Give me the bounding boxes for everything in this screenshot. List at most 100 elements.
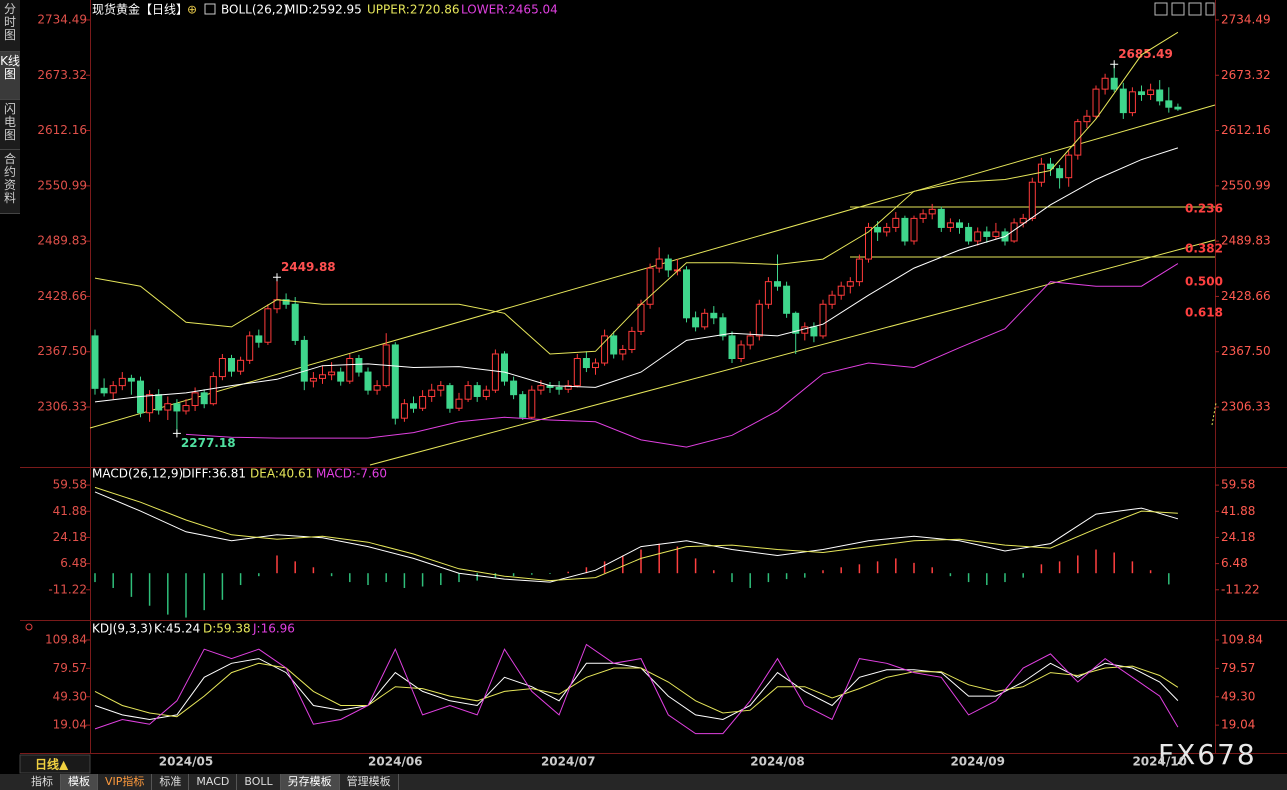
candle-body [428, 389, 436, 397]
y-tick-label: 79.57 [1221, 661, 1255, 675]
bottom-tab[interactable]: 管理模板 [340, 774, 399, 790]
y-tick-label: 2428.66 [1221, 289, 1271, 303]
tool-button[interactable] [1154, 2, 1168, 16]
candle-body [555, 386, 563, 390]
candle-body [664, 258, 672, 271]
candle-body [564, 385, 572, 390]
candle-body [1101, 77, 1109, 90]
candle-body [792, 312, 800, 334]
candle-body [237, 359, 245, 372]
bottom-tab[interactable]: MACD [189, 774, 238, 790]
side-tab[interactable]: 分时图 [0, 0, 20, 52]
candle-body [264, 308, 272, 343]
chart-title: 现货黄金【日线】 [92, 2, 188, 17]
candle-body [419, 395, 427, 409]
side-tab[interactable]: 闪电图 [0, 100, 20, 150]
settings-icon[interactable]: ⊕ [187, 3, 197, 17]
candle-body [337, 371, 345, 382]
y-tick-label: 41.88 [53, 504, 87, 518]
candle-body [218, 358, 226, 378]
candle-body [910, 217, 918, 242]
legend-label: LOWER:2465.04 [461, 3, 558, 17]
candle-body [482, 389, 490, 397]
candle-body [1165, 100, 1173, 108]
y-tick-label: 2306.33 [37, 400, 87, 414]
legend-label: J:16.96 [252, 622, 295, 636]
candle-body [1110, 77, 1118, 90]
frame [20, 0, 1287, 754]
candle-body [710, 312, 718, 319]
candle-body [437, 385, 445, 391]
candle-body [164, 403, 172, 411]
y-tick-label: 2550.99 [1221, 178, 1271, 192]
fib-label: 0.618 [1185, 306, 1223, 320]
panel-icon[interactable] [25, 623, 33, 631]
candle-body [1083, 115, 1091, 123]
bottom-tab[interactable]: 标准 [152, 774, 190, 790]
candle-body [246, 335, 254, 361]
y-tick-label: 19.04 [1221, 718, 1255, 732]
crosshair-mark [1110, 60, 1119, 69]
candle-body [346, 358, 354, 382]
y-tick-label: 59.58 [53, 478, 87, 492]
candle-body [191, 392, 199, 407]
tool-button[interactable] [1188, 2, 1202, 16]
period-box[interactable] [19, 754, 91, 774]
candle-body [601, 335, 609, 364]
candle-body [573, 358, 581, 387]
candle-body [155, 394, 163, 411]
trendline [89, 104, 1216, 429]
candle-body [1128, 91, 1136, 114]
trendlines [89, 104, 1217, 466]
y-tick-label: -11.22 [1221, 582, 1260, 596]
indicator-label: BOLL(26,2) [221, 3, 288, 17]
y-tick-label: 41.88 [1221, 504, 1255, 518]
candle-body [683, 269, 690, 319]
candle-body [810, 326, 818, 337]
side-tab[interactable]: K线图 [0, 52, 20, 100]
side-tab[interactable]: 合约资料 [0, 150, 20, 214]
y-tick-label: 49.30 [1221, 689, 1255, 703]
legend-label: MACD:-7.60 [316, 467, 387, 481]
indicator-label: KDJ(9,3,3) [92, 622, 153, 636]
candle-body [901, 217, 909, 242]
candle-body [737, 344, 745, 360]
candle-body [373, 385, 381, 391]
candle-body [755, 303, 763, 337]
indicator-label: MACD(26,12,9) [92, 467, 183, 481]
candle-body [1174, 106, 1182, 110]
candle-body [819, 303, 827, 337]
tool-button[interactable] [1171, 2, 1185, 16]
candle-body [118, 377, 126, 387]
indicator-icon[interactable] [204, 3, 216, 15]
x-tick-label: 2024/08 [750, 755, 804, 769]
candle-body [937, 208, 945, 228]
y-tick-label: 2550.99 [37, 178, 87, 192]
candle-body [309, 377, 317, 382]
candle-body [692, 317, 700, 328]
candle-body [1019, 217, 1027, 224]
candle-body [100, 387, 108, 394]
candle-body [874, 226, 882, 233]
y-tick-label: 59.58 [1221, 478, 1255, 492]
candle-body [783, 285, 791, 314]
chart: 现货黄金【日线】 ⊕ BOLL(26,2) MID:2592.95 UPPER:… [19, 0, 1287, 774]
candle-body [801, 326, 809, 334]
x-tick-label: 2024/06 [368, 755, 422, 769]
y-tick-label: 2306.33 [1221, 400, 1271, 414]
legend-label: MID:2592.95 [285, 3, 362, 17]
bottom-tab[interactable]: 模板 [61, 774, 98, 790]
crosshair-mark [273, 273, 281, 282]
candle-body [410, 403, 417, 409]
bottom-tab[interactable]: BOLL [237, 774, 281, 790]
candle-body [109, 385, 117, 394]
period-label[interactable]: 日线▲ [35, 757, 69, 772]
candle-body [1138, 91, 1145, 96]
bottom-tab[interactable]: 指标 [24, 774, 61, 790]
bottom-tab[interactable]: VIP指标 [98, 774, 153, 790]
candle-body [956, 222, 963, 228]
tool-button[interactable] [1205, 2, 1215, 16]
bottom-tab[interactable]: 另存模板 [280, 774, 340, 790]
y-tick-label: 109.84 [1221, 632, 1263, 646]
y-tick-label: -11.22 [48, 582, 87, 596]
